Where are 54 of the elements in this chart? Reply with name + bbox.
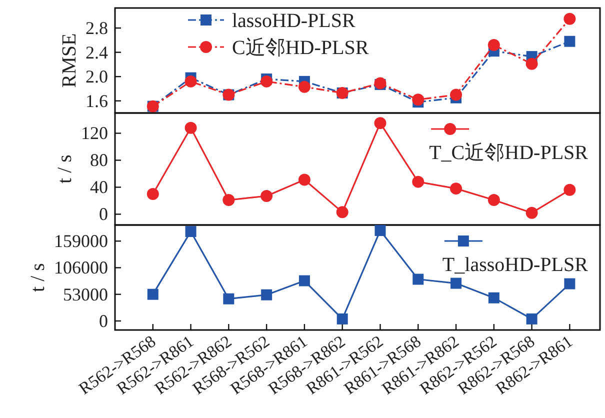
legend-label: T_lassoHD-PLSR [442,254,589,276]
legend: T_lassoHD-PLSR [442,236,588,276]
y-tick-label: 1.6 [86,90,108,111]
point [185,226,196,238]
point [336,206,348,218]
point [298,80,310,93]
legend-label: C近邻HD-PLSR [232,37,370,59]
point [564,12,576,25]
point [184,75,197,88]
point [526,206,538,219]
y-tick-label: 106000 [54,258,108,278]
point [298,174,310,186]
legend: T_C近邻HD-PLSR [429,123,588,164]
point [412,176,424,188]
y-tick-label: 2.4 [86,42,108,62]
point [450,278,462,289]
y-tick-label: 2.8 [86,18,108,38]
point [450,182,462,195]
point [298,275,310,286]
point [374,117,386,130]
point [222,194,235,206]
y-tick-label: 120 [81,123,108,144]
point [260,190,273,202]
y-axis-title: RMSE [58,33,80,88]
point [336,313,348,324]
y-axis-title: t / s [27,262,49,292]
point [488,194,500,206]
legend-label: lassoHD-PLSR [232,10,356,32]
y-tick-label: 40 [90,177,108,198]
point [526,313,538,324]
point [147,288,158,300]
point [412,94,424,106]
point [261,289,272,300]
point [488,39,500,52]
point [260,75,273,88]
y-axis-title: t / s [54,154,76,184]
y-tick-label: 53000 [63,284,108,304]
y-tick-label: 159000 [54,231,108,252]
point [146,188,159,200]
y-tick-label: 0 [99,310,108,331]
point [184,122,197,134]
y-tick-label: 2.0 [86,66,108,87]
point [564,278,576,290]
point [526,58,538,70]
point [412,274,424,285]
point [488,292,500,304]
point [223,293,234,304]
point [450,88,462,101]
legend-label: T_C近邻HD-PLSR [429,142,589,164]
point [564,184,576,196]
y-tick-label: 80 [90,150,108,170]
point [374,225,386,236]
point [564,36,576,47]
y-tick-label: 0 [99,204,108,224]
